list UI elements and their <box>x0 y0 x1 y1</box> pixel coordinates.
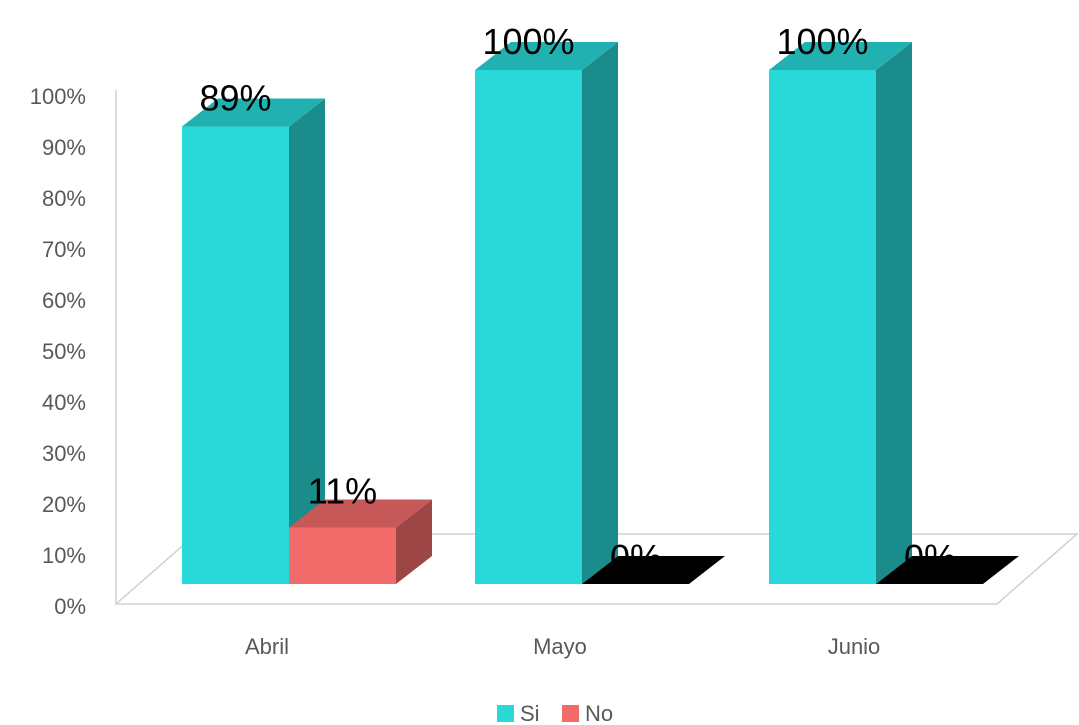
data-labels: 89% 11% 100% 0% 100% 0% <box>199 21 956 578</box>
legend-item-si: Si <box>497 701 540 725</box>
y-tick-label: 20% <box>42 492 86 517</box>
x-axis: Abril Mayo Junio <box>245 634 880 659</box>
bar-side <box>396 499 432 584</box>
bar-side <box>876 42 912 584</box>
bar-no-mayo <box>582 556 725 584</box>
bar-top <box>475 42 618 70</box>
legend-swatch <box>562 705 579 722</box>
bar-side <box>582 42 618 584</box>
data-label: 0% <box>904 537 956 578</box>
bar-top <box>289 499 432 528</box>
bar-front <box>769 70 876 584</box>
y-tick-label: 70% <box>42 237 86 262</box>
bar-top <box>769 42 912 70</box>
y-tick-label: 60% <box>42 288 86 313</box>
y-tick-label: 10% <box>42 543 86 568</box>
data-label: 100% <box>776 21 868 62</box>
legend: Si No <box>497 701 613 725</box>
data-label: 100% <box>482 21 574 62</box>
x-tick-label: Junio <box>828 634 881 659</box>
legend-swatch <box>497 705 514 722</box>
y-tick-label: 40% <box>42 390 86 415</box>
x-tick-label: Abril <box>245 634 289 659</box>
data-label: 11% <box>308 470 377 511</box>
x-tick-label: Mayo <box>533 634 587 659</box>
y-tick-label: 90% <box>42 135 86 160</box>
y-tick-label: 0% <box>54 594 86 619</box>
bar-front <box>475 70 582 584</box>
bar-top <box>182 98 325 127</box>
bar-no-junio <box>876 556 1019 584</box>
y-tick-label: 30% <box>42 441 86 466</box>
bar-zero-slab <box>876 556 1019 584</box>
bar-front <box>182 126 289 584</box>
data-label: 0% <box>610 537 662 578</box>
bar-si-abril <box>182 98 325 584</box>
y-tick-label: 80% <box>42 186 86 211</box>
y-tick-label: 100% <box>30 84 86 109</box>
legend-item-no: No <box>562 701 613 725</box>
bar-side <box>289 98 325 584</box>
bar-no-abril <box>289 499 432 584</box>
bars <box>182 42 1019 584</box>
y-axis: 0% 10% 20% 30% 40% 50% 60% 70% 80% 90% 100% <box>30 84 117 619</box>
bar-zero-slab <box>582 556 725 584</box>
data-label: 89% <box>199 78 271 119</box>
bar-front <box>289 527 396 584</box>
bar-si-mayo <box>475 42 618 584</box>
legend-label: No <box>585 701 613 725</box>
legend-label: Si <box>520 701 540 725</box>
y-tick-label: 50% <box>42 339 86 364</box>
bar-si-junio <box>769 42 912 584</box>
